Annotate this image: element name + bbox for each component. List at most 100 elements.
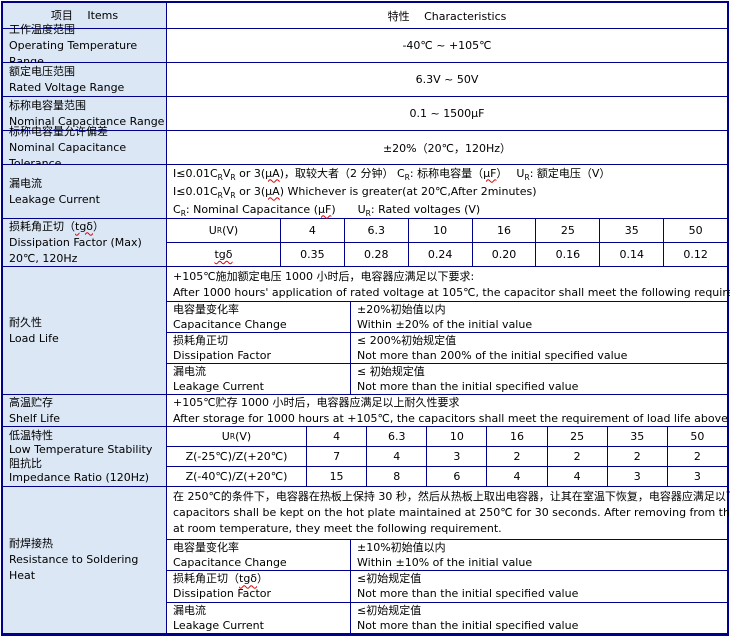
sub-item-cn: 损耗角正切（tgδ） — [173, 572, 269, 586]
tg-delta-value: 0.35 — [280, 243, 344, 266]
soldering-intro-line: at room temperature, they meet the follo… — [173, 522, 502, 535]
sub-spec-cell: ≤初始规定值 Not more than the initial specifi… — [351, 571, 727, 601]
voltage-value: 16 — [486, 427, 546, 446]
impedance-ratio-value: 6 — [426, 467, 486, 486]
sub-spec-cn: ≤初始规定值 — [357, 603, 422, 617]
item-label-en: Nominal Capacitance Range — [9, 114, 165, 128]
value-cell: -40℃ ~ +105℃ — [167, 29, 727, 62]
shelf-life-en: After storage for 1000 hours at +105℃, t… — [173, 411, 728, 425]
voltage-value: 4 — [280, 219, 344, 242]
sub-item-cell: 漏电流 Leakage Current — [167, 602, 351, 633]
sub-item-en: Dissipation Factor — [173, 587, 272, 601]
row-nominal-capacitance-tolerance: 标称电容量允许偏差 Nominal Capacitance Tolerance … — [3, 125, 727, 170]
item-label-cn: 损耗角正切（tgδ） — [9, 219, 105, 233]
sub-spec-en: Not more than the initial specified valu… — [357, 587, 579, 601]
dissipation-factor-table: U R (V) 4 6.3 10 16 25 35 50 tgδ 0.35 0.28… — [167, 219, 727, 266]
row-operating-temperature: 工作温度范围 Operating Temperature Range -40℃ … — [3, 23, 727, 68]
sub-spec-cell: ≤初始规定值 Not more than the initial specifi… — [351, 603, 727, 633]
item-label-cell: 工作温度范围 Operating Temperature Range — [3, 23, 167, 68]
item-label-cell: 标称电容量允许偏差 Nominal Capacitance Tolerance — [3, 125, 167, 170]
sub-spec-en: Within ±10% of the initial value — [357, 556, 533, 570]
sub-item-en: Capacitance Change — [173, 556, 287, 570]
item-label-cell: 标称电容量范围 Nominal Capacitance Range — [3, 97, 167, 130]
tg-delta-value: 0.12 — [663, 243, 727, 266]
item-label-cell: 损耗角正切（tgδ） Dissipation Factor (Max) 20℃,… — [3, 219, 167, 266]
item-label-en2: Impedance Ratio (120Hz) — [9, 470, 150, 484]
impedance-ratio-value: 8 — [366, 467, 426, 486]
soldering-intro-line: capacitors shall be kept on the hot plat… — [173, 506, 730, 519]
load-life-dissipation-factor-row: 损耗角正切 Dissipation Factor ≤ 200%初始规定值 Not… — [167, 332, 727, 363]
soldering-intro-line: 在 250℃的条件下，电容器在热板上保持 30 秒，然后从热板上取出电容器，让其… — [173, 490, 730, 503]
voltage-header-row: U R (V) 4 6.3 10 16 25 35 50 — [167, 219, 727, 242]
row-leakage-current: 漏电流 Leakage Current I≤0.01CRVR or 3(μA)，… — [3, 164, 727, 218]
value-cell: 6.3V ~ 50V — [167, 63, 727, 96]
leakage-definitions: CR: Nominal Capacitance (μF) UR: Rated v… — [173, 202, 481, 218]
impedance-ratio-value: 3 — [426, 447, 486, 466]
impedance-ratio-value: 4 — [546, 467, 607, 486]
value-cell: 0.1 ~ 1500μF — [167, 97, 727, 130]
sub-spec-cell: ≤ 200%初始规定值 Not more than 200% of the in… — [351, 333, 727, 363]
impedance-ratio-value: 2 — [546, 447, 607, 466]
item-label-cell: 耐久性 Load Life — [3, 267, 167, 394]
row-resistance-to-soldering-heat: 耐焊接热 Resistance to Soldering Heat 在 250℃… — [3, 486, 730, 633]
nominal-capacitance-tolerance-value: ±20%（20℃，120Hz） — [382, 141, 512, 155]
item-label-en: Shelf Life — [9, 411, 60, 425]
voltage-value: 16 — [471, 219, 536, 242]
characteristics-header-cell: 特性 Characteristics — [167, 3, 727, 28]
impedance-ratio-value: 2 — [486, 447, 546, 466]
leakage-current-spec: I≤0.01CRVR or 3(μA)，取较大者（2 分钟） CR: 标称电容量… — [167, 165, 727, 218]
item-label-cn: 工作温度范围 — [9, 22, 75, 36]
impedance-ratio-label: Z(-25℃)/Z(+20℃) — [185, 450, 288, 463]
tg-delta-value: 0.16 — [535, 243, 599, 266]
sub-spec-cell: ≤ 初始规定值 Not more than the initial specif… — [351, 364, 727, 394]
voltage-value: 50 — [666, 427, 727, 446]
voltage-value: 6.3 — [366, 427, 426, 446]
sub-item-en: Capacitance Change — [173, 318, 287, 331]
item-label-en: Low Temperature Stability — [9, 442, 153, 456]
item-label-cell: 耐焊接热 Resistance to Soldering Heat — [3, 487, 167, 633]
characteristics-header-label: 特性 Characteristics — [387, 9, 507, 23]
sub-spec-en: Not more than the initial specified valu… — [357, 618, 579, 632]
voltage-header-label: U R (V) — [208, 224, 239, 237]
value-cell: ±20%（20℃，120Hz） — [167, 131, 727, 164]
sub-spec-cell: ±20%初始值以内 Within ±20% of the initial val… — [351, 302, 727, 332]
voltage-value: 10 — [426, 427, 486, 446]
sub-item-cn: 电容量变化率 — [173, 303, 239, 316]
item-label-cn: 标称电容量允许偏差 — [9, 124, 108, 138]
sub-item-cell: 损耗角正切 Dissipation Factor — [167, 333, 351, 363]
row-load-life: 耐久性 Load Life +105℃施加额定电压 1000 小时后，电容器应满… — [3, 266, 730, 394]
tg-delta-value: 0.24 — [407, 243, 472, 266]
voltage-value: 6.3 — [343, 219, 408, 242]
item-label-cn: 标称电容量范围 — [9, 98, 86, 112]
voltage-value: 50 — [663, 219, 727, 242]
sub-item-cell: 损耗角正切（tgδ） Dissipation Factor — [167, 571, 351, 602]
rated-voltage-value: 6.3V ~ 50V — [415, 73, 479, 86]
item-label-en: Load Life — [9, 331, 59, 345]
voltage-value: 35 — [599, 219, 663, 242]
row-shelf-life: 高温贮存 Shelf Life +105℃贮存 1000 小时后，电容器应满足以… — [3, 394, 728, 426]
item-label-cn: 高温贮存 — [9, 395, 53, 409]
sub-item-cell: 电容量变化率 Capacitance Change — [167, 540, 351, 571]
impedance-ratio-minus40-row: Z(-40℃)/Z(+20℃) 15 8 6 4 4 3 3 — [167, 466, 727, 486]
operating-temperature-value: -40℃ ~ +105℃ — [402, 39, 492, 52]
table-header-row: 项目 Items 特性 Characteristics — [3, 3, 727, 28]
impedance-ratio-value: 4 — [366, 447, 426, 466]
sub-spec-en: Not more than 200% of the initial specif… — [357, 349, 628, 362]
tg-delta-row: tgδ 0.35 0.28 0.24 0.20 0.16 0.14 0.12 — [167, 242, 727, 266]
sub-spec-en: Within ±20% of the initial value — [357, 318, 533, 331]
impedance-ratio-value: 2 — [666, 447, 727, 466]
load-life-intro: +105℃施加额定电压 1000 小时后，电容器应满足以下要求: After 1… — [167, 267, 730, 301]
shelf-life-spec: +105℃贮存 1000 小时后，电容器应满足以上耐久性要求 After sto… — [167, 395, 728, 426]
row-rated-voltage: 额定电压范围 Rated Voltage Range 6.3V ~ 50V — [3, 62, 727, 96]
item-label-cn: 额定电压范围 — [9, 64, 75, 78]
impedance-ratio-value: 15 — [306, 467, 366, 486]
item-label-en: Resistance to Soldering Heat — [9, 553, 139, 582]
voltage-value: 4 — [306, 427, 366, 446]
soldering-intro: 在 250℃的条件下，电容器在热板上保持 30 秒，然后从热板上取出电容器，让其… — [167, 487, 730, 539]
sub-item-en: Leakage Current — [173, 618, 264, 632]
sub-spec-cn: ≤ 初始规定值 — [357, 365, 425, 378]
